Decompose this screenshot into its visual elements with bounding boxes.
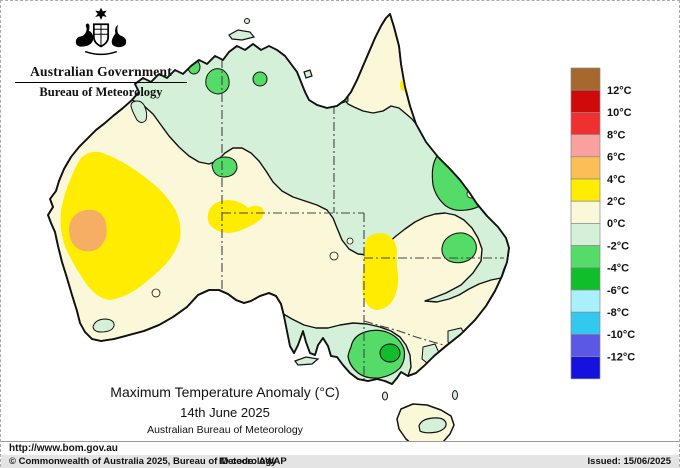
state-borders	[221, 59, 504, 380]
legend-swatch-11	[570, 311, 601, 335]
title-block: Maximum Temperature Anomaly (°C) 14th Ju…	[25, 384, 425, 436]
contour-ring-2	[346, 237, 354, 245]
region-vic-green	[347, 329, 406, 379]
website-url-bar: http://www.bom.gov.au	[1, 441, 679, 456]
legend-label-0: 12°C	[607, 85, 632, 97]
legend-swatch-12	[570, 334, 601, 357]
government-logo: Australian Government Bureau of Meteorol…	[11, 7, 191, 100]
region-nwcoast-lightgreen	[130, 100, 148, 123]
government-name: Australian Government	[30, 64, 172, 79]
legend-swatch-10	[570, 289, 601, 313]
agency-name: Bureau of Meteorology	[39, 85, 163, 99]
legend-swatch-4	[570, 156, 601, 180]
issued-date-text: Issued: 15/06/2025	[587, 456, 671, 467]
region-swwa-lightgreen	[92, 318, 115, 333]
legend-swatch-5	[570, 178, 601, 202]
legend-swatch-7	[570, 223, 601, 246]
legend-label-10: -8°C	[607, 307, 629, 319]
island-kangaroo	[294, 356, 320, 366]
region-nt-green-4	[313, 53, 321, 61]
legend-label-8: -4°C	[607, 263, 629, 275]
island-melville	[228, 29, 256, 41]
island-flinders	[452, 390, 458, 400]
region-tasmania-lightgreen	[418, 417, 447, 434]
legend-label-12: -12°C	[607, 351, 635, 363]
contour-ring-1	[329, 251, 339, 261]
region-nt-green-3	[252, 71, 268, 87]
map-title: Maximum Temperature Anomaly (°C)	[110, 384, 340, 400]
legend-swatch-0	[570, 67, 601, 91]
contour-ring-3	[151, 288, 161, 298]
island-king	[382, 391, 388, 401]
legend-swatch-3	[570, 134, 601, 158]
region-wa-orange	[69, 209, 107, 252]
coastline	[47, 13, 510, 385]
legend-swatch-2	[570, 112, 601, 135]
legend-label-11: -10°C	[607, 329, 635, 341]
legend-label-4: 4°C	[607, 174, 626, 186]
map-date: 14th June 2025	[180, 405, 270, 420]
island-tiwi-small	[244, 18, 250, 24]
legend-color-scale: 12°C 10°C 8°C 6°C 4°C 2°C 0°C -2°C -4°C …	[570, 67, 635, 380]
legend-label-1: 10°C	[607, 107, 632, 119]
region-wa-yellow	[60, 151, 181, 300]
region-nt-central-green	[211, 156, 238, 178]
border-murray	[363, 320, 452, 348]
region-nt-green-2	[205, 68, 230, 95]
website-url: http://www.bom.gov.au	[9, 443, 118, 454]
legend-label-7: -2°C	[607, 240, 629, 252]
legend-label-9: -6°C	[607, 285, 629, 297]
logo-divider	[15, 82, 187, 83]
coat-of-arms-icon	[75, 7, 127, 56]
map-organisation: Australian Bureau of Meteorology	[147, 424, 303, 436]
legend-label-5: 2°C	[607, 196, 626, 208]
legend-swatch-8	[570, 245, 601, 269]
region-nswcoast-lightgreen-3	[487, 304, 497, 316]
id-code-text: ID code: AWAP	[219, 456, 287, 467]
region-qld-coast-green	[431, 147, 496, 212]
legend-swatch-6	[570, 200, 601, 224]
legend-label-3: 6°C	[607, 152, 626, 164]
legend-label-6: 0°C	[607, 218, 626, 230]
legend-swatch-13	[570, 356, 601, 380]
legend-label-2: 8°C	[607, 129, 626, 141]
footer-bar: © Commonwealth of Australia 2025, Bureau…	[1, 455, 679, 468]
region-nesa-yellow	[362, 233, 399, 310]
island-groote	[303, 69, 313, 79]
region-nsw-green	[441, 232, 477, 264]
copyright-text: © Commonwealth of Australia 2025, Bureau…	[9, 456, 277, 467]
legend-swatch-1	[570, 89, 601, 113]
region-vic-darkgreen	[379, 343, 401, 363]
legend-swatch-9	[570, 267, 601, 291]
